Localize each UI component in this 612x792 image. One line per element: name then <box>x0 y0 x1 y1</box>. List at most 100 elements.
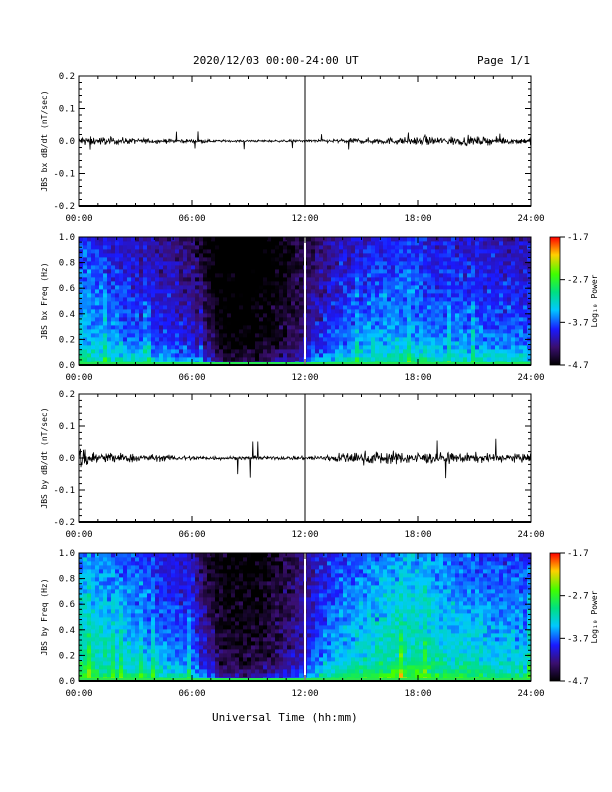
spectrogram-cell <box>527 333 532 338</box>
spectrogram-cell <box>519 285 524 290</box>
spectrogram-cell <box>195 305 200 310</box>
spectrogram-cell <box>511 317 516 322</box>
spectrogram-cell <box>119 637 124 642</box>
spectrogram-cell <box>179 289 184 294</box>
spectrogram-cell <box>183 585 188 590</box>
spectrogram-cell <box>399 237 404 242</box>
spectrogram-cell <box>163 637 168 642</box>
spectrogram-cell <box>119 277 124 282</box>
spectrogram-cell <box>119 317 124 322</box>
spectrogram-cell <box>435 305 440 310</box>
spectrogram-cell <box>183 281 188 286</box>
spectrogram-cell <box>251 329 256 334</box>
spectrogram-cell <box>311 301 316 306</box>
spectrogram-cell <box>347 329 352 334</box>
spectrogram-cell <box>375 269 380 274</box>
spectrogram-cell <box>271 249 276 254</box>
spectrogram-cell <box>151 673 156 678</box>
spectrogram-cell <box>251 341 256 346</box>
spectrogram-cell <box>243 321 248 326</box>
spectrogram-cell <box>91 325 96 330</box>
spectrogram-cell <box>295 257 300 262</box>
spectrogram-cell <box>507 325 512 330</box>
spectrogram-cell <box>159 277 164 282</box>
spectrogram-cell <box>479 301 484 306</box>
spectrogram-cell <box>319 305 324 310</box>
spectrogram-cell <box>355 249 360 254</box>
spectrogram-cell <box>487 265 492 270</box>
y-axis-label: JBS bx Freq (Hz) <box>40 262 49 339</box>
spectrogram-cell <box>191 349 196 354</box>
spectrogram-cell <box>507 289 512 294</box>
spectrogram-cell <box>115 665 120 670</box>
spectrogram-cell <box>215 265 220 270</box>
spectrogram-cell <box>123 605 128 610</box>
spectrogram-cell <box>487 273 492 278</box>
spectrogram-cell <box>215 333 220 338</box>
spectrogram-cell <box>123 601 128 606</box>
spectrogram-cell <box>383 257 388 262</box>
spectrogram-cell <box>123 285 128 290</box>
spectrogram-cell <box>331 329 336 334</box>
spectrogram-cell <box>219 353 224 358</box>
spectrogram-cell <box>475 285 480 290</box>
spectrogram-cell <box>263 337 268 342</box>
spectrogram-cell <box>287 305 292 310</box>
spectrogram-cell <box>111 245 116 250</box>
spectrogram-cell <box>127 241 132 246</box>
spectrogram-cell <box>123 333 128 338</box>
spectrogram-cell <box>127 293 132 298</box>
spectrogram-cell <box>195 577 200 582</box>
spectrogram-cell <box>179 341 184 346</box>
spectrogram-cell <box>167 249 172 254</box>
spectrogram-cell <box>355 257 360 262</box>
spectrogram-cell <box>103 577 108 582</box>
spectrogram-cell <box>491 341 496 346</box>
spectrogram-cell <box>271 281 276 286</box>
spectrogram-cell <box>131 581 136 586</box>
spectrogram-cell <box>279 281 284 286</box>
spectrogram-cell <box>519 289 524 294</box>
spectrogram-cell <box>459 253 464 258</box>
spectrogram-cell <box>123 569 128 574</box>
spectrogram-cell <box>143 245 148 250</box>
spectrogram-cell <box>167 241 172 246</box>
spectrogram-cell <box>135 581 140 586</box>
spectrogram-cell <box>143 657 148 662</box>
spectrogram-cell <box>351 273 356 278</box>
spectrogram-cell <box>147 649 152 654</box>
spectrogram-cell <box>419 321 424 326</box>
spectrogram-cell <box>83 661 88 666</box>
spectrogram-cell <box>83 333 88 338</box>
spectrogram-cell <box>191 657 196 662</box>
spectrogram-cell <box>359 241 364 246</box>
spectrogram-3 <box>79 553 532 682</box>
spectrogram-cell <box>511 249 516 254</box>
spectrogram-cell <box>163 617 168 622</box>
spectrogram-cell <box>511 329 516 334</box>
spectrogram-cell <box>291 265 296 270</box>
spectrogram-cell <box>479 357 484 362</box>
spectrogram-cell <box>207 329 212 334</box>
spectrogram-cell <box>275 337 280 342</box>
spectrogram-cell <box>79 297 84 302</box>
spectrogram-cell <box>387 277 392 282</box>
spectrogram-cell <box>79 557 84 562</box>
spectrogram-cell <box>83 285 88 290</box>
spectrogram-cell <box>495 333 500 338</box>
spectrogram-cell <box>79 237 84 242</box>
spectrogram-cell <box>159 569 164 574</box>
spectrogram-cell <box>423 301 428 306</box>
spectrogram-cell <box>483 261 488 266</box>
spectrogram-cell <box>227 317 232 322</box>
spectrogram-cell <box>159 565 164 570</box>
spectrogram-cell <box>231 297 236 302</box>
spectrogram-cell <box>507 253 512 258</box>
spectrogram-cell <box>523 313 528 318</box>
spectrogram-cell <box>183 265 188 270</box>
spectrogram-cell <box>87 249 92 254</box>
spectrogram-cell <box>83 669 88 674</box>
spectrogram-cell <box>275 349 280 354</box>
spectrogram-cell <box>219 329 224 334</box>
spectrogram-cell <box>191 665 196 670</box>
